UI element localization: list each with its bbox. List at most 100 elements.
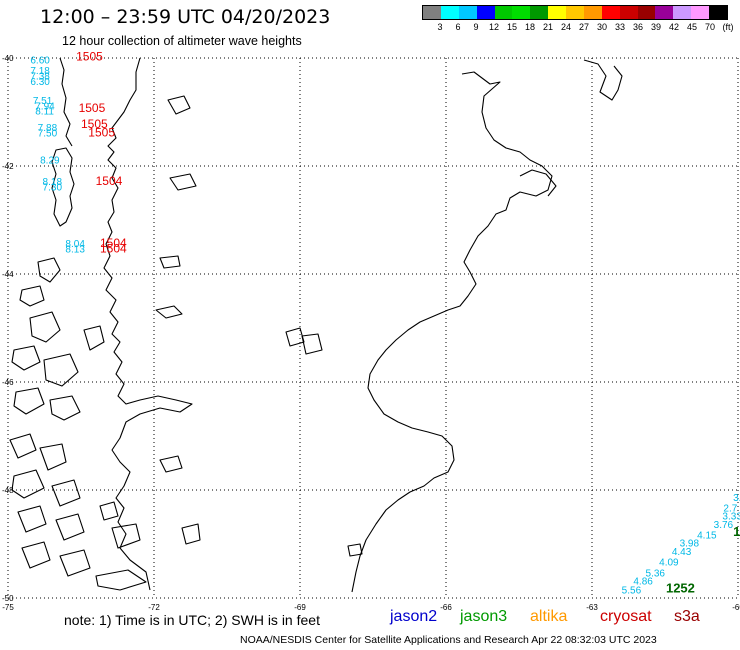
chile-coast-north	[59, 57, 73, 147]
legend-swatch	[673, 6, 692, 19]
legend-label: 12	[488, 22, 500, 32]
legend-label: 9	[473, 22, 479, 32]
archipelago-island	[95, 569, 147, 591]
sat-jason3: jason3	[460, 608, 508, 625]
legend-swatch	[583, 6, 602, 19]
longitude-label: -60	[732, 603, 740, 612]
credit-line: NOAA/NESDIS Center for Satellite Applica…	[240, 634, 657, 646]
legend-swatch	[458, 6, 477, 19]
archipelago-island	[29, 311, 61, 343]
legend-swatch	[512, 6, 531, 19]
legend-swatch	[709, 6, 727, 19]
legend-label: 18	[524, 22, 536, 32]
map-subtitle: 12 hour collection of altimeter wave hei…	[62, 34, 302, 48]
swh-reading: 2.7	[723, 504, 737, 515]
legend-swatch	[494, 6, 513, 19]
peninsula-valdes	[583, 59, 623, 101]
legend-swatch	[423, 6, 441, 19]
swh-reading: 7.38	[30, 72, 50, 83]
lake	[167, 95, 191, 115]
legend-swatch	[440, 6, 459, 19]
chiloe-island	[51, 147, 75, 227]
swh-reading: 1505	[76, 50, 103, 64]
chile-coast-main	[103, 57, 193, 591]
swh-reading: 8.18	[43, 177, 63, 188]
sat-s3a: s3a	[674, 608, 700, 625]
legend-swatch	[637, 6, 656, 19]
swh-reading: 3.76	[714, 520, 734, 531]
legend-label: 42	[668, 22, 680, 32]
swh-reading: 1	[733, 524, 740, 539]
swh-reading: 8.13	[65, 244, 85, 255]
archipelago-island	[51, 479, 81, 507]
swh-reading: 7.88	[38, 123, 58, 134]
swh-reading: 6.30	[30, 77, 50, 88]
swh-reading: 4.43	[672, 547, 692, 558]
swh-reading: 8.11	[35, 107, 54, 118]
swh-reading: 6.60	[30, 55, 50, 66]
archipelago-island	[59, 549, 91, 577]
legend-swatch	[548, 6, 566, 19]
archipelago-island	[37, 257, 61, 283]
lake	[285, 327, 305, 347]
legend-label: (ft)	[722, 22, 734, 32]
legend-label: 15	[506, 22, 518, 32]
longitude-label: -75	[2, 603, 14, 612]
swh-reading: 5.56	[622, 586, 642, 597]
legend-color-bar	[422, 5, 728, 20]
lake	[301, 333, 323, 355]
archipelago-island	[13, 387, 45, 415]
legend-swatch	[476, 6, 495, 19]
archipelago-island	[83, 325, 105, 351]
lake	[347, 543, 363, 557]
legend-label: 27	[578, 22, 590, 32]
swh-reading: 1505	[81, 117, 108, 131]
swh-reading: 1504	[100, 236, 127, 250]
legend-label: 45	[686, 22, 698, 32]
lat-lon-grid: -40-42-44-46-48-50-75-72-69-66-63-60	[2, 54, 740, 612]
legend-label: 33	[614, 22, 626, 32]
longitude-label: -66	[440, 603, 452, 612]
swh-reading: 8.29	[40, 155, 60, 166]
swh-reading: 1505	[88, 125, 115, 139]
legend-swatch	[566, 6, 584, 19]
swh-reading: 5.36	[646, 568, 666, 579]
archipelago-island	[11, 469, 45, 499]
swh-reading: 7.18	[30, 66, 50, 77]
swh-reading: 7.94	[35, 101, 55, 112]
swh-reading: 7.51	[33, 96, 53, 107]
coastline	[9, 57, 623, 593]
lake	[159, 255, 181, 269]
legend-label: 70	[704, 22, 716, 32]
legend-label: 36	[632, 22, 644, 32]
swh-reading: 7.30	[43, 182, 63, 193]
archipelago-island	[111, 523, 141, 549]
wave-height-color-legend: 3 6 9 12 15 18 21 24 27 30 33 36 39 42 45 70 (ft)	[422, 5, 734, 34]
archipelago-island	[99, 501, 119, 521]
map-title: 12:00 – 23:59 UTC 04/20/2023	[40, 6, 331, 28]
legend-label: 30	[596, 22, 608, 32]
swh-readings-green: 1252 1	[666, 524, 740, 596]
archipelago-island	[43, 353, 79, 387]
longitude-label: -69	[294, 603, 306, 612]
archipelago-island	[49, 395, 81, 421]
longitude-label: -63	[586, 603, 598, 612]
legend-label: 21	[542, 22, 554, 32]
archipelago-island	[9, 433, 37, 459]
legend-swatch	[601, 6, 620, 19]
swh-reading: 1505	[79, 101, 106, 115]
lake	[181, 523, 201, 545]
swh-reading: 4.15	[697, 531, 717, 542]
swh-reading: 7.50	[38, 128, 58, 139]
swh-reading: 1504	[96, 174, 123, 188]
archipelago-island	[39, 443, 67, 471]
archipelago-island	[21, 541, 51, 569]
swh-reading: 8.04	[65, 239, 85, 250]
lake	[169, 173, 197, 191]
swh-reading: 1252	[666, 581, 695, 596]
archipelago-island	[17, 505, 47, 533]
swh-reading: 3.33	[722, 512, 740, 523]
sat-jason2: jason2	[390, 608, 438, 625]
